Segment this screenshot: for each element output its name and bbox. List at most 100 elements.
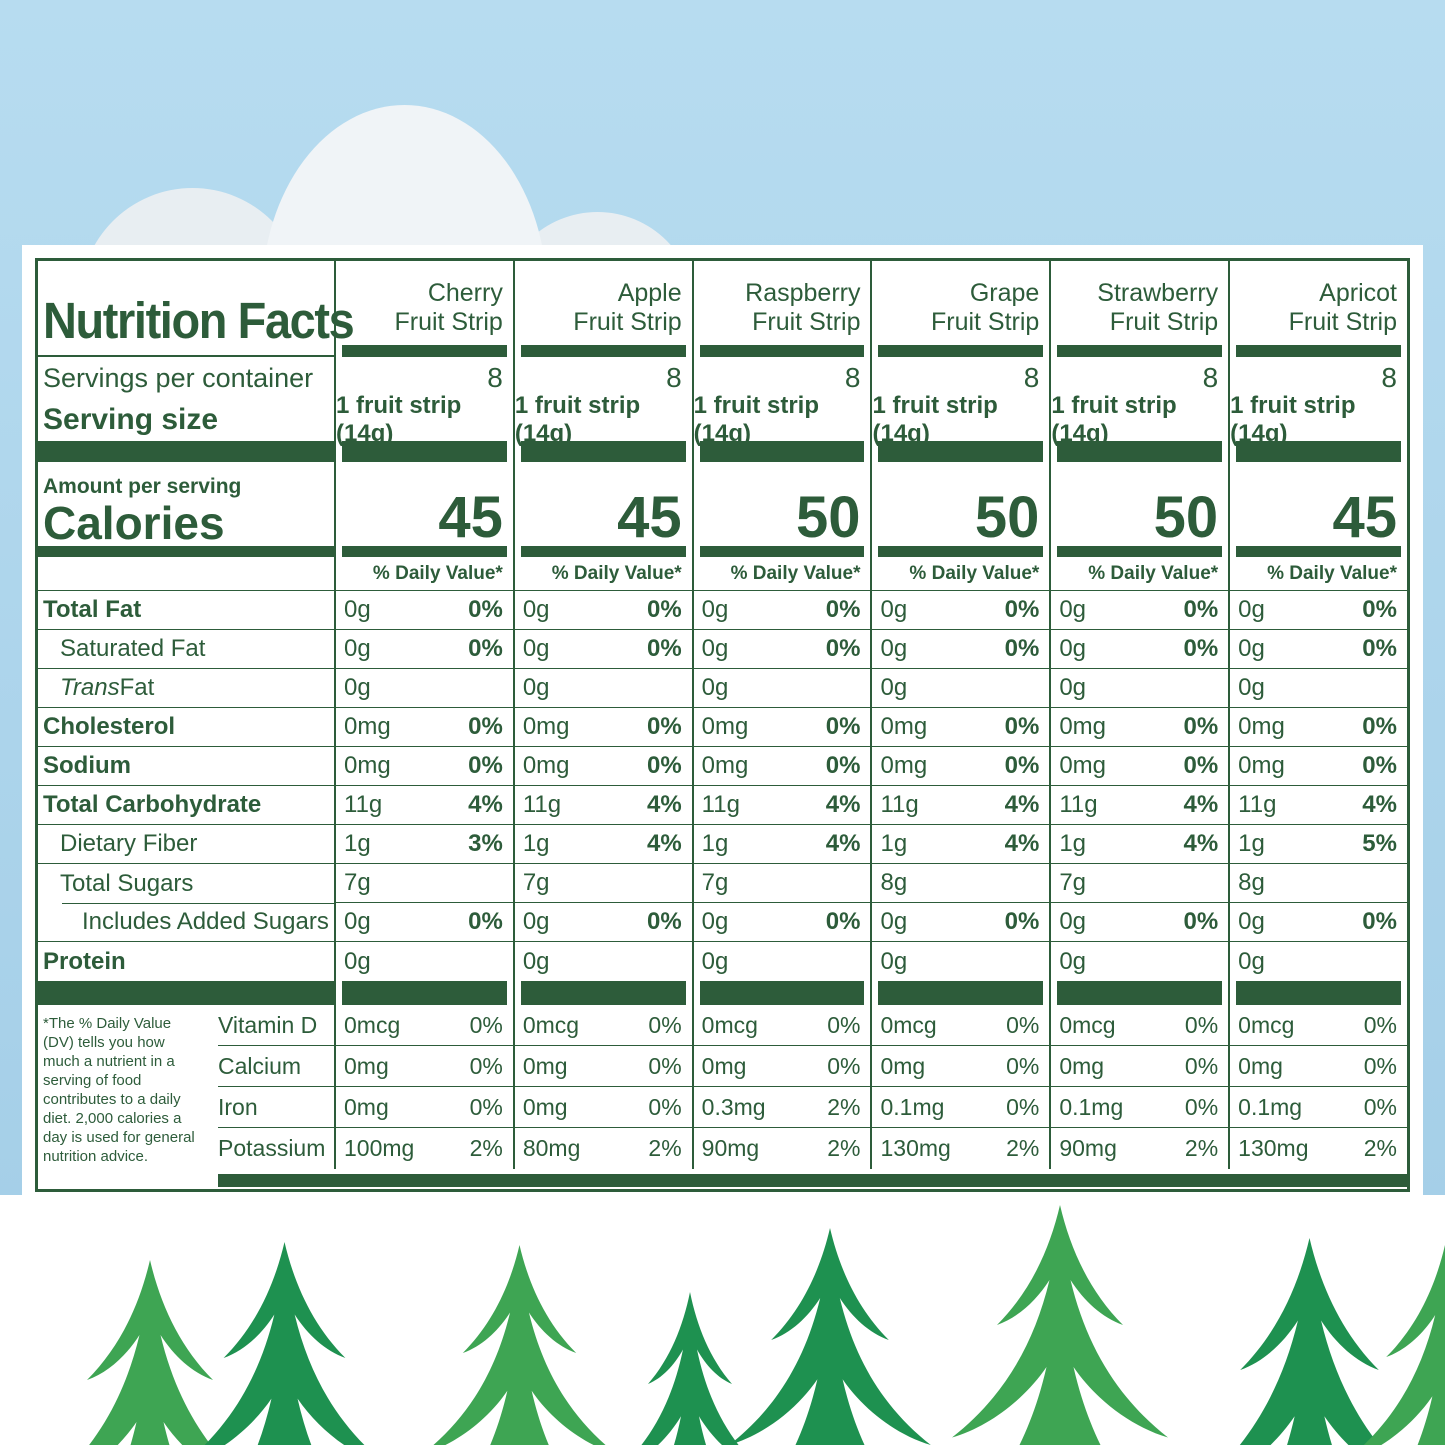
nutrient-amount: 0g xyxy=(1238,947,1265,975)
flavor-header-apricot: Apricot Fruit Strip xyxy=(1228,261,1407,357)
daily-value-header: % Daily Value* xyxy=(691,557,871,591)
nutrient-daily-value: 5% xyxy=(1362,830,1397,857)
vitamin-amount: 130mg xyxy=(1238,1135,1309,1161)
vitamin-daily-value: 0% xyxy=(648,1093,682,1120)
nutrient-value: 0g xyxy=(870,669,1050,708)
separator-bar xyxy=(691,546,871,557)
vitamin-daily-value: 2% xyxy=(827,1093,861,1120)
nutrient-amount: 11g xyxy=(522,791,562,818)
vitamin-daily-value: 0% xyxy=(1363,1052,1397,1079)
nutrient-value: 1g 4% xyxy=(870,825,1050,864)
daily-value-header: % Daily Value* xyxy=(870,557,1050,591)
nutrient-label-includes-added-sugars: Includes Added Sugars xyxy=(38,903,334,942)
product-name: Fruit Strip xyxy=(573,308,682,336)
nutrient-value: 11g 4% xyxy=(870,786,1050,825)
vitamin-daily-value: 0% xyxy=(469,1052,503,1079)
vitamin-value: 0mg 0% xyxy=(870,1046,1050,1087)
servings-per-container-label: Servings per container xyxy=(43,362,314,393)
nutrient-amount: 0g xyxy=(1059,635,1087,662)
nutrient-amount: 8g xyxy=(1238,869,1265,896)
pine-tree xyxy=(895,1205,1225,1445)
nutrient-daily-value: 0% xyxy=(1004,713,1040,740)
product-name: Fruit Strip xyxy=(1288,308,1397,336)
vitamin-value: 0mg 0% xyxy=(334,1046,513,1087)
nutrient-daily-value: 0% xyxy=(1362,596,1397,623)
nutrient-value: 0g 0% xyxy=(870,591,1050,630)
nutrient-value: 1g 4% xyxy=(1049,825,1229,864)
nutrient-value: 0g xyxy=(334,942,513,981)
nutrient-value: 0g 0% xyxy=(334,591,513,630)
product-name: Fruit Strip xyxy=(1109,308,1219,336)
nutrient-value: 11g 4% xyxy=(1049,786,1229,825)
vitamin-value: 0.1mg 0% xyxy=(1228,1087,1407,1128)
separator-bar xyxy=(38,981,334,1005)
nutrient-amount: 0g xyxy=(1059,947,1087,975)
daily-value-footnote: *The % Daily Value (DV) tells you how mu… xyxy=(43,1015,195,1165)
vitamin-daily-value: 0% xyxy=(827,1052,861,1079)
nutrient-label-trans-fat: Trans Fat xyxy=(38,669,334,708)
daily-value-header: % Daily Value* xyxy=(334,557,513,591)
flavor-underline-bar xyxy=(878,345,1044,357)
vitamin-value: 0.1mg 0% xyxy=(870,1087,1050,1128)
nutrient-amount: 0mg xyxy=(880,713,928,740)
nutrient-daily-value: 0% xyxy=(1362,908,1397,935)
nutrient-daily-value: 0% xyxy=(825,713,861,740)
nutrient-amount: 11g xyxy=(701,791,740,818)
nutrient-amount: 0g xyxy=(880,908,908,935)
nutrient-daily-value: 0% xyxy=(1362,752,1397,779)
vitamin-value: 0mcg 0% xyxy=(691,1005,871,1046)
nutrient-daily-value: 4% xyxy=(646,791,682,818)
nutrient-amount: 1g xyxy=(1059,830,1087,857)
nutrient-daily-value: 0% xyxy=(825,752,861,779)
nutrient-value: 8g xyxy=(1228,864,1407,903)
serving-size-value: 1 fruit strip (14g) xyxy=(691,392,871,447)
flavor-header-strawberry: Strawberry Fruit Strip xyxy=(1049,261,1228,357)
calories-value: 45 xyxy=(512,462,692,546)
flavor-underline-bar xyxy=(342,345,507,357)
vitamin-amount: 90mg xyxy=(701,1135,760,1161)
nutrient-value: 0g 0% xyxy=(691,630,871,669)
nutrient-value: 7g xyxy=(334,864,513,903)
vitamin-daily-value: 0% xyxy=(1006,1093,1040,1120)
vitamin-amount: 0mg xyxy=(522,1093,568,1120)
calories-value: 50 xyxy=(1049,462,1228,546)
nutrient-amount: 7g xyxy=(701,869,729,896)
vitamin-daily-value: 0% xyxy=(1184,1011,1219,1038)
vitamin-amount: 90mg xyxy=(1059,1135,1117,1161)
calories-value: 45 xyxy=(1228,462,1407,546)
vitamin-daily-value: 0% xyxy=(648,1011,682,1038)
nutrient-daily-value: 4% xyxy=(646,830,682,857)
vitamin-value: 0mcg 0% xyxy=(1228,1005,1407,1046)
nutrient-daily-value: 0% xyxy=(825,635,861,662)
vitamin-daily-value: 0% xyxy=(1006,1011,1040,1038)
nutrient-daily-value: 0% xyxy=(468,752,503,779)
calories-value: 50 xyxy=(870,462,1049,546)
nutrient-amount: 0g xyxy=(522,596,550,623)
vitamin-amount: 0mg xyxy=(701,1052,747,1079)
nutrient-amount: 0g xyxy=(701,674,729,701)
flavor-name: Raspberry xyxy=(745,279,861,307)
nutrient-amount: 0mg xyxy=(701,752,749,779)
nutrient-label-dietary-fiber: Dietary Fiber xyxy=(38,825,334,864)
nutrient-amount: 0g xyxy=(880,947,908,975)
nutrient-value: 1g 3% xyxy=(334,825,513,864)
nutrient-value: 0mg 0% xyxy=(1228,708,1407,747)
nutrient-label-sodium: Sodium xyxy=(38,747,334,786)
flavor-header-apple: Apple Fruit Strip xyxy=(512,261,692,357)
vitamin-value: 0mg 0% xyxy=(334,1087,513,1128)
nutrient-amount: 1g xyxy=(344,830,371,857)
servings-count: 8 xyxy=(1049,357,1228,399)
vitamin-amount: 0mcg xyxy=(522,1011,580,1038)
nutrient-amount: 0g xyxy=(880,596,908,623)
nutrient-amount: 0g xyxy=(1238,596,1265,623)
nutrient-value: 7g xyxy=(1049,864,1229,903)
separator-bar xyxy=(1228,546,1407,557)
nutrient-daily-value: 0% xyxy=(1183,713,1219,740)
nutrient-amount: 0g xyxy=(701,596,729,623)
calories-label: Calories xyxy=(43,497,225,550)
nutrient-amount: 0g xyxy=(344,635,371,662)
nutrient-value: 0mg 0% xyxy=(691,747,871,786)
vitamin-label-calcium: Calcium xyxy=(218,1046,334,1087)
vitamin-amount: 0.1mg xyxy=(1059,1093,1124,1120)
